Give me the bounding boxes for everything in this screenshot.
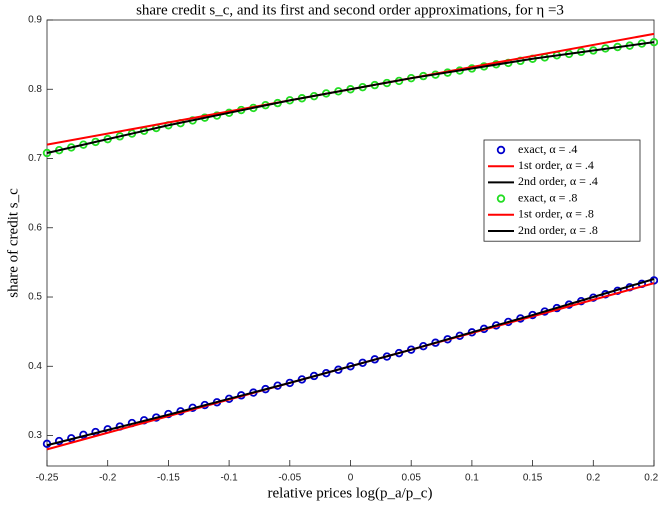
x-tick-label: -0.05 <box>278 473 301 484</box>
legend-label: 1st order, α = .4 <box>518 158 594 172</box>
x-tick-label: -0.25 <box>36 473 59 484</box>
legend-label: 2nd order, α = .8 <box>518 223 598 237</box>
y-tick-label: 0.4 <box>28 361 42 372</box>
legend-marker <box>496 145 506 155</box>
legend-label: exact, α = .4 <box>518 142 577 156</box>
legend-label: exact, α = .8 <box>518 190 577 204</box>
y-tick-label: 0.5 <box>28 292 42 303</box>
chart-title: share credit s_c, and its first and seco… <box>136 2 564 18</box>
x-tick-label: 0.05 <box>401 473 421 484</box>
x-tick-label: 0.1 <box>465 473 479 484</box>
x-tick-label: 0 <box>348 473 354 484</box>
legend-box <box>483 139 641 242</box>
legend-label: 1st order, α = .8 <box>518 207 594 221</box>
legend-label: 2nd order, α = .4 <box>518 174 598 188</box>
y-tick-label: 0.8 <box>28 84 42 95</box>
y-tick-label: 0.6 <box>28 222 42 233</box>
legend-marker <box>496 194 506 203</box>
y-tick-label: 0.9 <box>28 15 42 26</box>
series-line <box>46 41 655 154</box>
y-tick-label: 0.7 <box>28 153 42 164</box>
x-tick-label: -0.15 <box>157 473 180 484</box>
x-tick-label: 0.25 <box>644 473 658 484</box>
x-tick-label: -0.2 <box>99 473 117 484</box>
x-tick-label: 0.15 <box>523 473 543 484</box>
y-axis-label: share of credit s_c <box>5 188 21 298</box>
y-tick-label: 0.3 <box>28 430 42 441</box>
x-tick-label: 0.2 <box>586 473 600 484</box>
x-tick-label: -0.1 <box>220 473 238 484</box>
x-axis-label: relative prices log(p_a/p_c) <box>268 485 433 501</box>
series-line <box>46 278 655 447</box>
